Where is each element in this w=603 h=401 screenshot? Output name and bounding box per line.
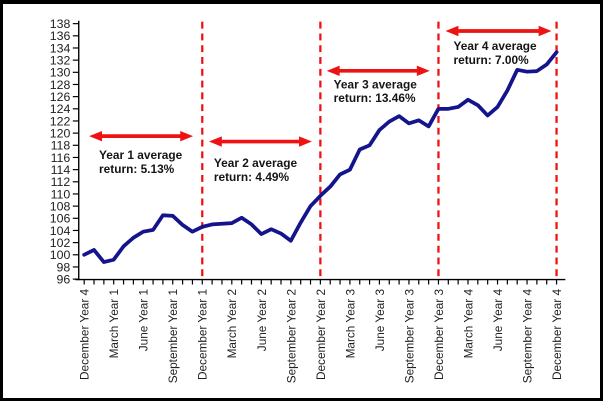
x-tick-label: December Year 4 (550, 289, 564, 380)
y-tick-label: 126 (50, 90, 71, 104)
left-arrowhead-icon (445, 25, 459, 37)
y-tick-label: 130 (50, 66, 71, 80)
x-tick-label: June Year 2 (255, 289, 269, 351)
annotation-year-2-line-2: return: 4.49% (214, 170, 290, 184)
left-arrowhead-icon (89, 130, 103, 142)
annotation-year-4-line-1: Year 4 average (453, 39, 537, 53)
y-tick-label: 138 (50, 17, 71, 31)
y-tick-label: 132 (50, 54, 71, 68)
x-tick-label: June Year 3 (373, 289, 387, 352)
x-axis: December Year 4 March Year 1 June Year 1 Se… (75, 278, 566, 384)
year-boundary-dashed-lines (201, 21, 558, 280)
y-tick-label: 104 (50, 224, 71, 238)
y-tick-label: 112 (51, 175, 71, 189)
y-tick-label: 122 (50, 114, 71, 128)
y-tick-label: 116 (51, 151, 71, 165)
y-tick-label: 110 (51, 187, 71, 201)
x-tick-label: September Year 2 (284, 289, 298, 383)
right-arrowhead-icon (299, 136, 312, 147)
x-tick-label: December Year 4 (78, 289, 92, 380)
x-tick-label: September Year 1 (166, 289, 180, 383)
y-tick-label: 100 (50, 248, 71, 262)
x-tick-label: March Year 1 (107, 289, 121, 358)
x-tick-label: December Year 3 (432, 289, 446, 380)
y-axis: 1381361341321301281261241221201181161141… (50, 17, 80, 287)
line-chart: 1381361341321301281261241221201181161141… (50, 17, 566, 384)
x-tick-label: December Year 2 (314, 289, 328, 380)
annotation-year-1-line-2: return: 5.13% (99, 162, 175, 176)
annotation-year-3: Year 3 average return: 13.46% (326, 65, 430, 105)
x-tick-label: March Year 3 (343, 289, 357, 359)
x-tick-label: March Year 2 (225, 289, 239, 358)
left-arrowhead-icon (326, 65, 340, 77)
annotation-year-2-line-1: Year 2 average (214, 156, 298, 170)
right-arrowhead-icon (416, 65, 430, 77)
y-tick-label: 120 (50, 127, 71, 141)
y-tick-label: 106 (50, 212, 71, 226)
x-tick-label: June Year 1 (137, 289, 151, 351)
x-tick-label: June Year 4 (491, 289, 505, 352)
annotation-year-2: Year 2 average return: 4.49% (208, 136, 312, 184)
y-tick-label: 134 (50, 41, 71, 55)
left-arrowhead-icon (208, 136, 222, 147)
annotation-year-3-line-1: Year 3 average (334, 78, 418, 92)
y-tick-label: 118 (51, 139, 71, 153)
y-tick-label: 96 (57, 273, 71, 287)
x-tick-label: December Year 1 (196, 289, 210, 380)
right-arrowhead-icon (180, 130, 194, 142)
y-tick-label: 98 (57, 260, 71, 274)
annotation-year-1: Year 1 average return: 5.13% (89, 130, 194, 176)
annotation-year-3-line-2: return: 13.46% (334, 91, 416, 105)
y-tick-label: 124 (50, 102, 71, 116)
y-tick-label: 114 (51, 163, 71, 177)
y-tick-label: 128 (50, 78, 71, 92)
price-line (82, 50, 559, 264)
y-tick-label: 102 (50, 236, 71, 250)
x-tick-label: September Year 4 (520, 289, 534, 384)
y-tick-label: 136 (50, 29, 71, 43)
annotation-year-4: Year 4 average return: 7.00% (445, 25, 552, 67)
annotation-year-1-line-1: Year 1 average (99, 148, 183, 162)
right-arrowhead-icon (538, 25, 552, 37)
y-tick-label: 108 (50, 200, 71, 214)
x-tick-label: September Year 3 (402, 289, 416, 384)
annotation-year-4-line-2: return: 7.00% (453, 53, 529, 67)
x-tick-label: March Year 4 (461, 289, 475, 359)
price-line-series (82, 50, 559, 264)
